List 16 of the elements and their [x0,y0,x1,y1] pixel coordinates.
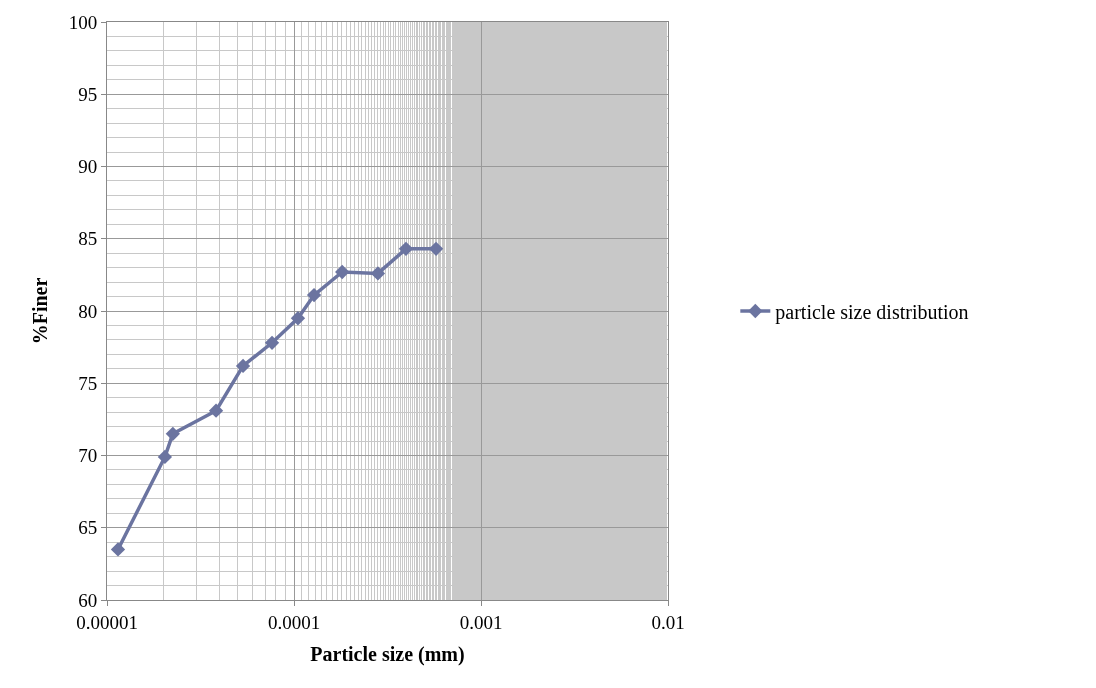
x-axis-title: Particle size (mm) [310,643,465,667]
x-tick-label: 0.001 [459,611,503,633]
y-tick-label: 90 [78,156,98,178]
y-tick-label: 95 [78,83,98,105]
y-tick-label: 80 [78,300,98,322]
y-tick-label: 60 [78,589,98,611]
y-axis-title: %Finer [29,277,52,345]
x-tick-label: 0.0001 [267,611,321,633]
y-tick-label: 75 [78,372,98,394]
x-tick-label: 0.00001 [76,611,138,633]
x-tick-label: 0.01 [651,611,685,633]
y-tick-label: 100 [68,11,98,33]
y-tick-label: 65 [78,517,98,539]
y-tick-label: 85 [78,228,98,250]
legend-label: particle size distribution [775,300,969,324]
y-tick-label: 70 [78,445,98,467]
